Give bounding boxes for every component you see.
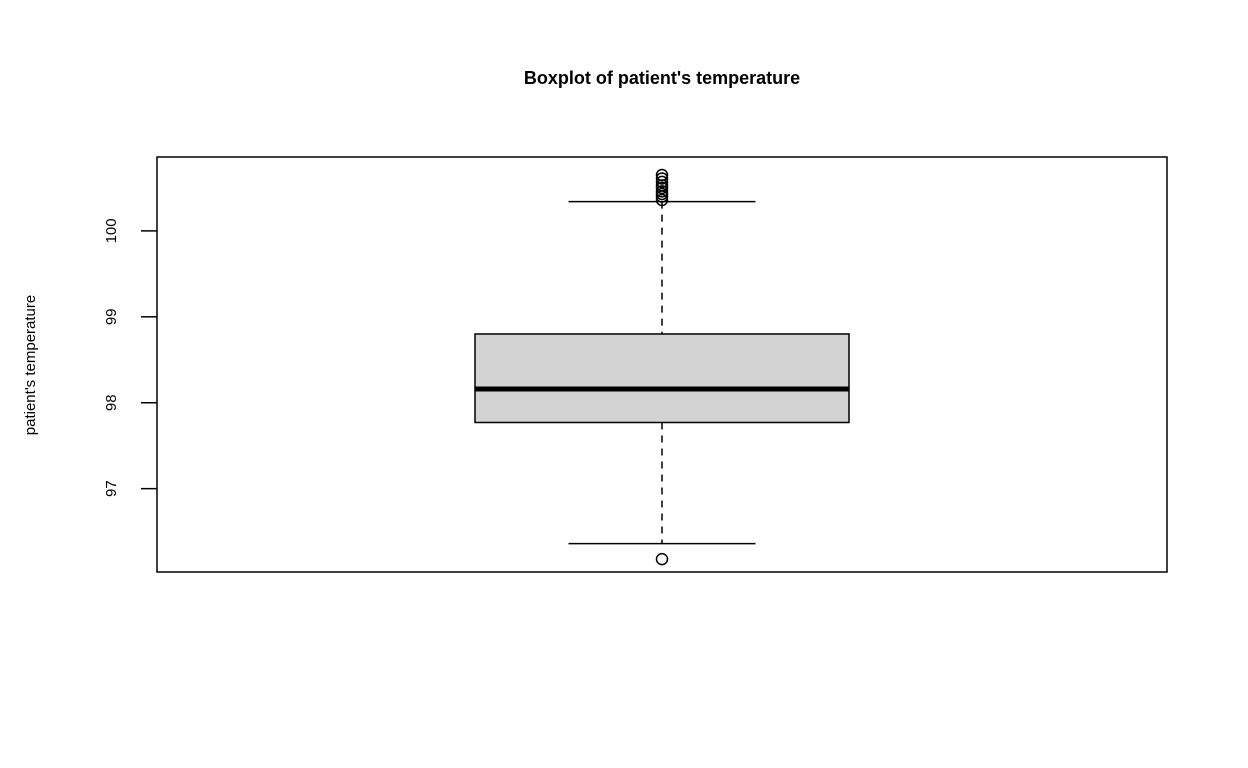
y-tick-label: 100 xyxy=(103,218,120,243)
y-tick-label: 97 xyxy=(103,480,120,497)
interquartile-box xyxy=(474,333,850,424)
outlier-point xyxy=(655,172,669,185)
y-tick-label: 98 xyxy=(103,394,120,411)
outlier-point xyxy=(655,193,669,207)
outlier-point xyxy=(655,185,669,198)
box-layer xyxy=(474,168,850,566)
y-axis-label: patient's temperature xyxy=(22,295,39,435)
outlier-point xyxy=(655,552,669,566)
y-axis: 97 98 99 100 xyxy=(103,218,157,497)
outlier-point xyxy=(655,175,669,189)
outlier-point xyxy=(655,168,669,182)
chart-title: Boxplot of patient's temperature xyxy=(524,68,800,88)
y-tick-label: 99 xyxy=(103,308,120,325)
plot-frame xyxy=(156,156,1168,573)
